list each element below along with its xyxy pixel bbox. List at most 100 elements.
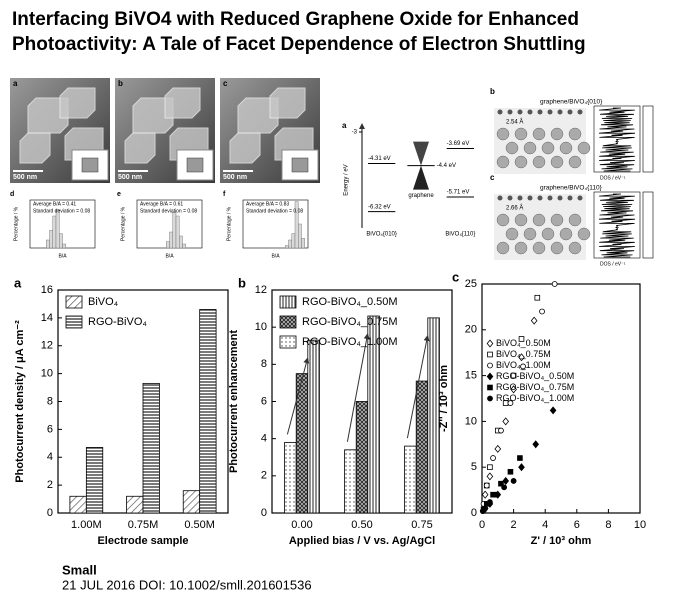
atom	[547, 195, 553, 201]
bar	[404, 445, 417, 514]
atom	[568, 155, 582, 169]
inset-crystal	[291, 157, 309, 173]
column-label: BiVO₄{010}	[366, 232, 396, 238]
x-axis-label: B/A	[58, 253, 67, 259]
x-tick-label: 0.50	[351, 519, 372, 531]
atom	[537, 195, 543, 201]
legend-label: RGO-BiVO₄_0.50M	[302, 296, 398, 308]
point	[490, 455, 496, 461]
point	[518, 463, 525, 472]
point	[517, 455, 523, 461]
panel-letter: a	[14, 275, 22, 290]
y-axis-label: -Z'' / 10³ ohm	[438, 365, 450, 432]
histogram-bar	[52, 215, 57, 249]
y-tick-label: -3	[352, 130, 358, 136]
x-tick-label: 0.75M	[128, 519, 159, 531]
atom	[567, 195, 573, 201]
histogram-bar	[179, 235, 183, 249]
atom	[505, 227, 519, 241]
y-tick-label: 6	[47, 423, 53, 435]
atom	[541, 141, 555, 155]
y-axis-label: Photocurrent enhancement	[228, 330, 240, 473]
crystal	[19, 132, 51, 164]
atom	[532, 127, 546, 141]
atom	[547, 109, 553, 115]
legend-label: BiVO₄_0.75M	[496, 349, 551, 359]
point	[494, 444, 502, 453]
atom	[568, 241, 582, 255]
level-label: -3.69 eV	[447, 141, 470, 147]
level-label: -4.4 eV	[437, 163, 456, 169]
bar	[182, 490, 201, 514]
atom	[577, 227, 591, 241]
legend-swatch	[279, 335, 297, 349]
point	[549, 406, 557, 415]
point	[486, 499, 493, 505]
inset-crystal	[186, 157, 204, 173]
point	[482, 505, 489, 512]
atom	[527, 195, 533, 201]
bar	[142, 382, 160, 514]
legend-label: RGO-BiVO₄_0.75M	[496, 382, 574, 392]
scale-label: 500 nm	[223, 174, 247, 181]
atom	[496, 241, 510, 255]
panel-letter: f	[223, 191, 226, 198]
point	[532, 440, 540, 449]
legend-label: RGO-BiVO₄_0.75M	[302, 316, 398, 328]
atom	[517, 195, 523, 201]
scale-label: 500 nm	[13, 174, 37, 181]
legend-swatch	[279, 295, 297, 309]
plot-frame	[481, 283, 641, 514]
legend-label: RGO-BiVO₄	[88, 316, 147, 328]
y-tick-label: 8	[47, 395, 53, 407]
x-axis-label: B/A	[271, 253, 280, 259]
annotation: Standard deviation = 0.08	[140, 208, 197, 214]
legend-label: BiVO₄_1.00M	[496, 360, 551, 370]
dos-axis: DOS / eV⁻¹	[600, 261, 626, 267]
citation: 21 JUL 2016 DOI: 10.1002/smll.201601536	[62, 577, 312, 592]
histogram-bar	[166, 241, 170, 249]
atom	[496, 213, 510, 227]
legend-label: RGO-BiVO₄_1.00M	[496, 393, 574, 403]
dos-curve	[598, 193, 636, 258]
atom	[496, 127, 510, 141]
atom	[559, 141, 573, 155]
x-tick-label: 4	[542, 519, 548, 531]
crystal	[269, 87, 306, 119]
y-tick-label: 4	[47, 451, 53, 463]
atom	[568, 127, 582, 141]
y-tick-label: 10	[255, 321, 267, 333]
atom	[537, 109, 543, 115]
annotation: Average B/A = 0.83	[246, 201, 289, 207]
x-tick-label: 1.00M	[71, 519, 102, 531]
atom	[507, 195, 513, 201]
y-tick-label: 8	[261, 358, 267, 370]
histogram-bar	[291, 233, 296, 249]
legend-label: RGO-BiVO₄_0.50M	[496, 371, 574, 381]
atom	[550, 213, 564, 227]
bar	[427, 317, 440, 514]
bar	[85, 447, 104, 514]
y-tick-label: 12	[41, 340, 53, 352]
annotation: Standard deviation = 0.08	[246, 208, 303, 214]
histogram-bar	[55, 209, 60, 249]
point	[510, 478, 517, 484]
y-tick-label: 16	[41, 284, 53, 296]
point	[501, 484, 508, 491]
point	[481, 490, 489, 499]
crystal	[229, 132, 261, 164]
panel-letter: b	[118, 79, 123, 88]
panel-letter: c	[452, 269, 459, 284]
legend-label: RGO-BiVO₄_1.00M	[302, 336, 398, 348]
histogram-bar	[285, 245, 289, 249]
panel-title: graphene/BiVO₄{110}	[540, 185, 603, 192]
legend-marker	[487, 395, 493, 402]
y-tick-label: 0	[47, 507, 53, 519]
y-tick-label: 15	[465, 370, 477, 382]
histogram-bar	[62, 243, 66, 249]
point	[493, 491, 500, 498]
atom	[514, 127, 528, 141]
histogram-bar	[59, 233, 63, 249]
histogram-bar	[169, 231, 173, 249]
